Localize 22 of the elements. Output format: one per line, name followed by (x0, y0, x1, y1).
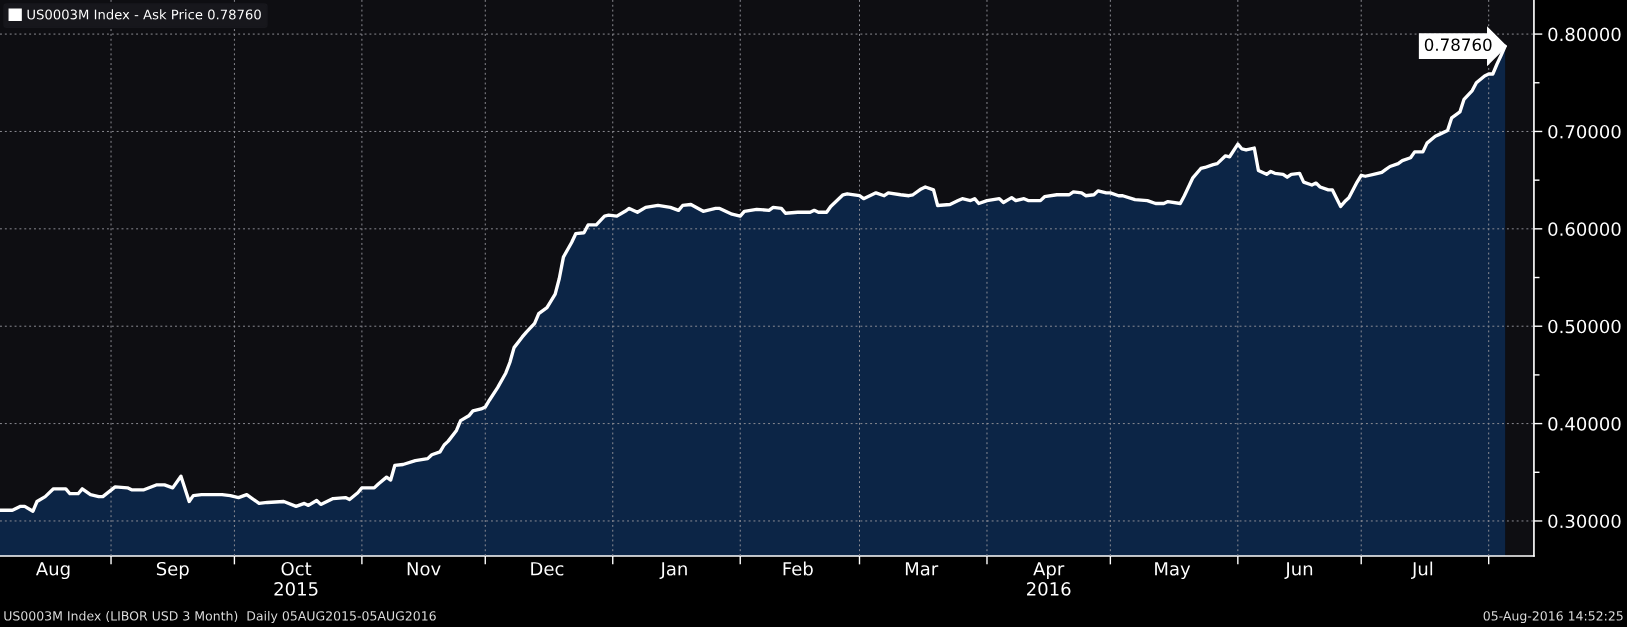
x-tick-label: Feb (783, 561, 813, 576)
text: US0003M Index (LIBOR USD 3 Month) Daily 05AUG2015-05AUG2016 (4, 610, 436, 624)
y-tick-label: 0.40000 (1548, 417, 1621, 431)
x-tick-label: Jul (1411, 561, 1433, 579)
x-tick-label: Mar (905, 562, 939, 576)
legend-label: US0003M Index - Ask Price 0.78760 (27, 9, 261, 20)
annotation: 0.78760 (1424, 38, 1492, 51)
y-tick-label: 0.50000 (1548, 319, 1621, 334)
y-tick-label: 0.60000 (1548, 222, 1621, 236)
y-tick-label: 0.30000 (1548, 514, 1621, 529)
y-tick-label: 0.80000 (1548, 27, 1621, 42)
x-tick-label: Aug (35, 562, 70, 580)
x-tick-label: Nov (407, 562, 441, 576)
x-tick-label: Sep (156, 561, 189, 580)
x-tick-label: Jun (1284, 562, 1313, 579)
x-tick-label: Dec (531, 562, 564, 576)
x-tick-label: May (1155, 562, 1191, 580)
x-tick-label: Jan (659, 562, 687, 579)
x-tick-label: Oct 2015 (274, 561, 318, 596)
x-tick-label: Apr 2016 (1027, 562, 1071, 596)
y-tick-label: 0.70000 (1548, 124, 1621, 139)
text: 05-Aug-2016 14:52:25 (1483, 611, 1623, 624)
